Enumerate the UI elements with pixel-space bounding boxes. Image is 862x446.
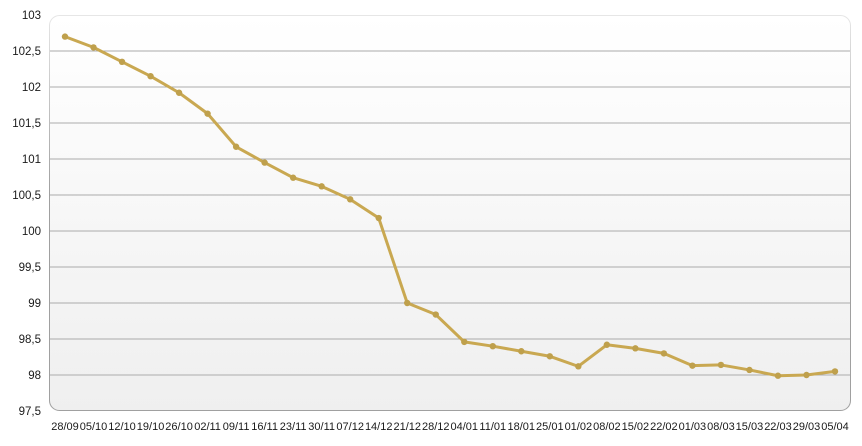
y-tick-label: 100,5 — [12, 190, 41, 202]
data-point-marker — [489, 343, 496, 350]
x-tick-label: 01/03 — [679, 421, 707, 433]
y-tick-label: 99 — [28, 298, 41, 310]
x-tick-label: 15/02 — [622, 421, 650, 433]
x-tick-label: 29/03 — [793, 421, 821, 433]
data-point-marker — [346, 196, 354, 203]
data-point-marker — [546, 353, 554, 360]
x-tick-label: 05/10 — [80, 421, 108, 433]
price-line — [63, 35, 837, 378]
x-tick-label: 23/11 — [280, 421, 307, 433]
x-tick-label: 21/12 — [393, 421, 421, 433]
data-point-marker — [289, 174, 297, 181]
x-tick-label: 26/10 — [165, 421, 193, 433]
x-tick-label: 11/01 — [479, 421, 506, 433]
y-tick-label: 101 — [22, 154, 41, 166]
y-tick-label: 102,5 — [12, 46, 41, 58]
data-point-marker — [175, 89, 183, 96]
data-point-marker — [689, 362, 696, 369]
x-tick-label: 01/02 — [565, 421, 593, 433]
data-point-marker — [375, 214, 382, 222]
x-tick-label: 22/02 — [650, 421, 678, 433]
x-tick-label: 30/11 — [308, 421, 335, 433]
data-point-marker — [774, 372, 782, 379]
data-point-marker — [717, 361, 725, 369]
plot-background — [49, 15, 851, 411]
y-tick-label: 99,5 — [19, 262, 41, 274]
y-tick-label: 100 — [22, 226, 41, 238]
x-tick-label: 02/11 — [194, 421, 221, 433]
data-point-marker — [204, 110, 211, 117]
y-tick-label: 97,5 — [19, 406, 41, 418]
data-point-marker — [803, 371, 810, 379]
x-tick-label: 15/03 — [736, 421, 764, 433]
data-point-marker — [318, 183, 325, 190]
x-tick-label: 28/12 — [422, 421, 450, 433]
x-tick-label: 12/10 — [108, 421, 136, 433]
x-tick-label: 28/09 — [51, 421, 79, 433]
y-tick-label: 98,5 — [19, 334, 41, 346]
data-point-marker — [232, 143, 240, 150]
x-tick-label: 07/12 — [336, 421, 364, 433]
data-point-marker — [831, 368, 839, 375]
y-tick-label: 102 — [22, 82, 41, 94]
x-tick-label: 08/03 — [707, 421, 735, 433]
data-point-marker — [518, 348, 525, 355]
data-point-marker — [147, 73, 154, 80]
y-tick-label: 103 — [22, 10, 41, 22]
x-tick-label: 08/02 — [593, 421, 621, 433]
x-tick-label: 04/01 — [450, 421, 478, 433]
plot-border — [49, 15, 851, 411]
data-point-marker — [461, 338, 468, 346]
y-tick-label: 101,5 — [12, 118, 41, 130]
data-point-marker — [632, 345, 639, 352]
x-tick-label: 25/01 — [536, 421, 564, 433]
data-point-marker — [432, 311, 439, 318]
data-point-marker — [660, 350, 668, 357]
x-tick-label: 09/11 — [223, 421, 250, 433]
x-tick-label: 19/10 — [137, 421, 165, 433]
data-point-marker — [118, 58, 126, 65]
x-tick-label: 22/03 — [764, 421, 792, 433]
x-tick-label: 05/04 — [821, 421, 849, 433]
data-point-marker — [61, 33, 69, 40]
y-tick-label: 98 — [28, 370, 41, 382]
x-tick-label: 14/12 — [365, 421, 393, 433]
data-point-marker — [746, 366, 753, 374]
x-tick-label: 18/01 — [508, 421, 536, 433]
x-tick-label: 16/11 — [251, 421, 278, 433]
chart-canvas: 103 102,5 102 101,5 101 100,5 100 99,5 99 98,5 98 9… — [12, 10, 851, 433]
data-point-marker — [575, 363, 582, 370]
data-point-marker — [603, 341, 611, 348]
data-point-marker — [90, 44, 97, 51]
data-point-marker — [404, 299, 411, 307]
data-point-marker — [261, 159, 268, 166]
